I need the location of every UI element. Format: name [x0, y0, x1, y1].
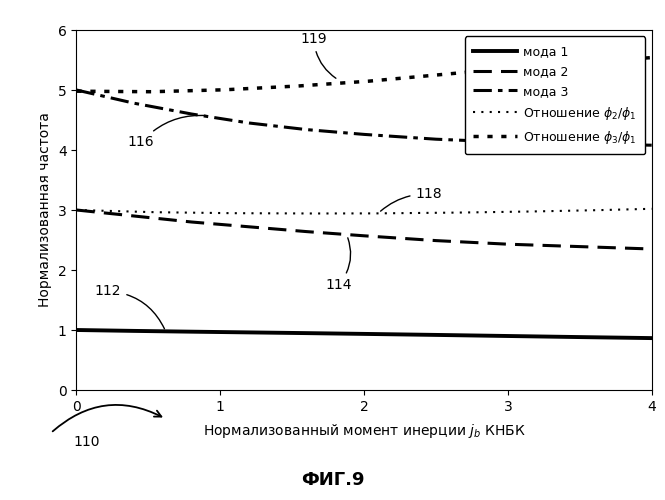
Text: 118: 118: [380, 187, 442, 211]
Text: 116: 116: [128, 116, 206, 150]
X-axis label: Нормализованный момент инерции $j_b$ КНБК: Нормализованный момент инерции $j_b$ КНБ…: [203, 422, 525, 440]
Y-axis label: Нормализованная частота: Нормализованная частота: [39, 112, 53, 308]
Text: 112: 112: [95, 284, 164, 329]
Text: ФИГ.9: ФИГ.9: [301, 471, 364, 489]
Text: 119: 119: [301, 32, 336, 78]
Text: 114: 114: [325, 238, 351, 292]
Legend: мода 1, мода 2, мода 3, Отношение $\phi_2/\phi_1$, Отношение $\phi_3/\phi_1$: мода 1, мода 2, мода 3, Отношение $\phi_…: [465, 36, 646, 154]
Text: 110: 110: [73, 436, 100, 450]
